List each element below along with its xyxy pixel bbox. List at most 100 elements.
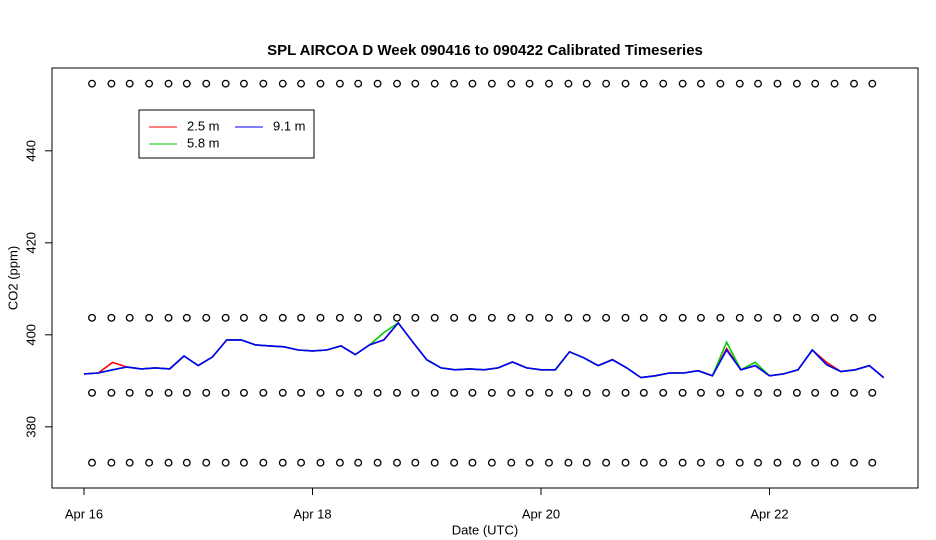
calibration-point — [716, 458, 725, 467]
calibration-point — [754, 458, 763, 467]
calibration-point — [335, 388, 344, 397]
calibration-point — [545, 79, 553, 88]
calibration-point — [354, 458, 363, 467]
calibration-point — [735, 313, 744, 322]
calibration-point — [564, 388, 573, 397]
calibration-point — [164, 79, 173, 88]
calibration-point — [393, 458, 401, 467]
x-tick-label: Apr 16 — [65, 506, 103, 521]
calibration-point — [393, 79, 401, 88]
calibration-point — [430, 313, 439, 322]
calibration-point — [125, 313, 134, 322]
y-tick-label: 440 — [23, 140, 38, 162]
calibration-point — [792, 313, 801, 322]
calibration-point — [316, 313, 325, 322]
calibration-point — [639, 458, 648, 467]
plot-frame — [51, 67, 919, 489]
calibration-point — [430, 458, 439, 467]
y-tick-label: 380 — [23, 416, 38, 438]
legend-label: 2.5 m — [187, 118, 220, 133]
calibration-point — [678, 388, 687, 397]
calibration-point — [125, 388, 134, 397]
calibration-point — [145, 313, 154, 322]
calibration-point — [621, 388, 630, 397]
calibration-point — [259, 458, 268, 467]
calibration-point — [259, 388, 268, 397]
calibration-point — [735, 388, 744, 397]
calibration-point — [696, 388, 705, 397]
calibration-point — [107, 458, 116, 467]
calibration-point — [792, 388, 801, 397]
calibration-point — [239, 458, 248, 467]
calibration-point — [716, 313, 725, 322]
calibration-point — [164, 313, 173, 322]
calibration-point — [373, 313, 382, 322]
calibration-point — [411, 458, 420, 467]
calibration-point — [811, 388, 820, 397]
calibration-point — [830, 388, 839, 397]
calibration-point — [582, 388, 591, 397]
calibration-point — [735, 458, 744, 467]
calibration-point — [468, 313, 477, 322]
calibration-point — [393, 313, 401, 322]
calibration-point — [507, 458, 516, 467]
calibration-point — [659, 458, 668, 467]
calibration-point — [716, 388, 725, 397]
calibration-point — [107, 388, 116, 397]
calibration-point — [564, 313, 573, 322]
calibration-point — [239, 79, 248, 88]
calibration-point — [202, 458, 211, 467]
calibration-point — [182, 79, 191, 88]
calibration-point — [525, 388, 534, 397]
calibration-point — [564, 458, 573, 467]
calibration-point — [316, 388, 325, 397]
calibration-point — [450, 79, 459, 88]
calibration-point — [678, 79, 687, 88]
calibration-point — [164, 388, 173, 397]
calibration-point — [696, 79, 705, 88]
calibration-point — [278, 458, 287, 467]
calibration-point — [354, 79, 363, 88]
y-tick-label: 400 — [23, 324, 38, 346]
calibration-point — [297, 388, 306, 397]
calibration-point — [754, 388, 763, 397]
calibration-point — [792, 458, 801, 467]
y-axis-label: CO2 (ppm) — [5, 246, 20, 310]
chart-title: SPL AIRCOA D Week 090416 to 090422 Calib… — [267, 42, 703, 59]
calibration-point — [621, 458, 630, 467]
calibration-point — [145, 79, 154, 88]
calibration-point — [659, 388, 668, 397]
y-tick-label: 420 — [23, 232, 38, 254]
series-line — [83, 321, 885, 379]
calibration-point — [354, 388, 363, 397]
calibration-point — [221, 313, 230, 322]
calibration-point — [525, 79, 534, 88]
calibration-point — [316, 458, 325, 467]
calibration-point — [487, 313, 496, 322]
calibration-point — [373, 458, 382, 467]
calibration-point — [716, 79, 725, 88]
calibration-point — [393, 388, 401, 397]
calibration-point — [507, 79, 516, 88]
calibration-point — [582, 458, 591, 467]
calibration-point — [450, 388, 459, 397]
calibration-point — [545, 313, 553, 322]
calibration-point — [182, 388, 191, 397]
calibration-point — [430, 388, 439, 397]
calibration-point — [602, 313, 611, 322]
calibration-point — [811, 458, 820, 467]
calibration-point — [621, 313, 630, 322]
calibration-point — [430, 79, 439, 88]
calibration-point — [411, 313, 420, 322]
calibration-point — [354, 313, 363, 322]
x-tick-label: Apr 22 — [750, 506, 788, 521]
calibration-point — [164, 458, 173, 467]
calibration-point — [678, 313, 687, 322]
calibration-point — [696, 458, 705, 467]
calibration-point — [850, 388, 858, 397]
calibration-point — [487, 388, 496, 397]
calibration-point — [373, 388, 382, 397]
calibration-point — [850, 313, 858, 322]
calibration-point — [107, 313, 116, 322]
